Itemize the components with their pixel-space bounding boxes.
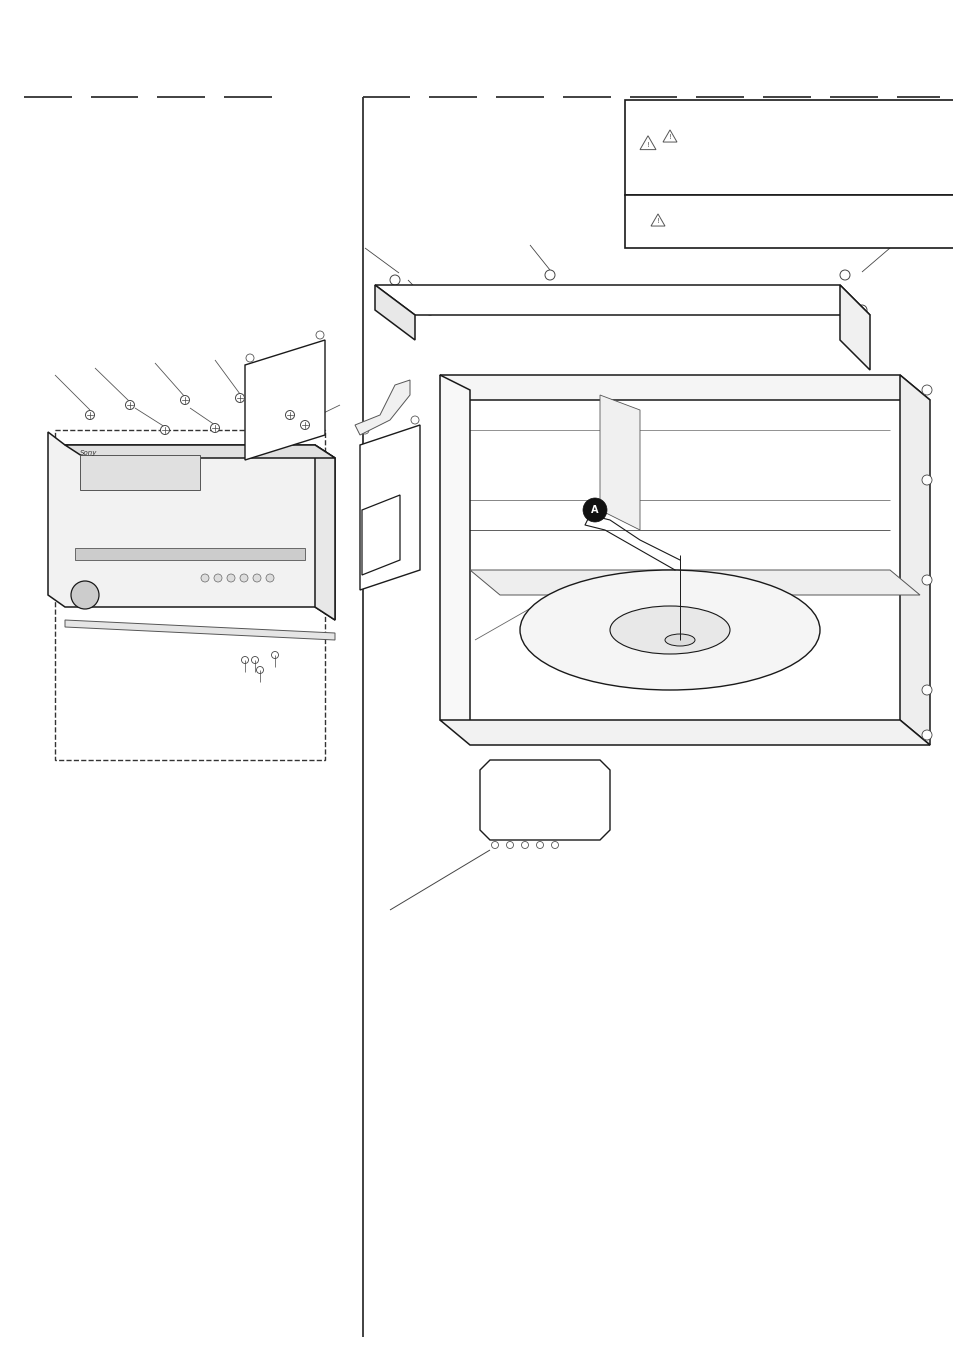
Circle shape: [241, 657, 248, 663]
Circle shape: [256, 666, 263, 674]
Circle shape: [921, 730, 931, 740]
Circle shape: [126, 400, 134, 409]
Circle shape: [536, 842, 543, 848]
Circle shape: [363, 566, 370, 574]
Circle shape: [506, 842, 513, 848]
Circle shape: [424, 305, 435, 315]
Ellipse shape: [519, 570, 820, 690]
Circle shape: [840, 270, 849, 280]
Polygon shape: [840, 285, 869, 370]
Circle shape: [491, 842, 498, 848]
Polygon shape: [479, 761, 609, 840]
Circle shape: [211, 423, 219, 432]
Bar: [624, 195, 953, 249]
Polygon shape: [355, 380, 410, 435]
Circle shape: [390, 276, 399, 285]
Polygon shape: [375, 285, 415, 340]
Circle shape: [921, 576, 931, 585]
Circle shape: [227, 574, 234, 582]
Circle shape: [315, 419, 324, 427]
Polygon shape: [65, 444, 335, 458]
Text: !: !: [656, 218, 659, 224]
Circle shape: [235, 393, 244, 403]
Circle shape: [285, 411, 294, 420]
Polygon shape: [470, 570, 919, 594]
Circle shape: [391, 497, 398, 504]
Circle shape: [582, 499, 606, 521]
Polygon shape: [662, 130, 677, 142]
Circle shape: [856, 305, 866, 315]
Polygon shape: [375, 285, 869, 315]
Bar: [624, 100, 953, 195]
Circle shape: [521, 842, 528, 848]
Bar: [75, 549, 305, 561]
Polygon shape: [599, 394, 639, 530]
Circle shape: [272, 651, 278, 658]
Circle shape: [266, 574, 274, 582]
Circle shape: [300, 420, 309, 430]
Circle shape: [921, 476, 931, 485]
Polygon shape: [245, 340, 325, 459]
Circle shape: [213, 574, 222, 582]
Polygon shape: [439, 720, 929, 744]
Ellipse shape: [609, 607, 729, 654]
Text: !: !: [646, 142, 649, 147]
Polygon shape: [439, 376, 470, 735]
Text: A: A: [591, 505, 598, 515]
Polygon shape: [48, 432, 335, 620]
Circle shape: [180, 396, 190, 404]
Circle shape: [921, 685, 931, 694]
Polygon shape: [639, 135, 656, 150]
Polygon shape: [899, 376, 929, 744]
Circle shape: [86, 411, 94, 420]
Polygon shape: [65, 620, 335, 640]
Polygon shape: [359, 426, 419, 590]
Circle shape: [201, 574, 209, 582]
Circle shape: [391, 551, 398, 558]
Circle shape: [360, 426, 369, 434]
Circle shape: [411, 554, 418, 562]
Circle shape: [360, 574, 369, 582]
Circle shape: [253, 574, 261, 582]
Circle shape: [246, 444, 253, 453]
Text: Sony: Sony: [80, 450, 97, 457]
Circle shape: [160, 426, 170, 435]
Circle shape: [315, 331, 324, 339]
Ellipse shape: [664, 634, 695, 646]
Polygon shape: [361, 494, 399, 576]
Circle shape: [363, 512, 370, 519]
Polygon shape: [439, 376, 929, 400]
Polygon shape: [314, 444, 335, 620]
Circle shape: [240, 574, 248, 582]
Bar: [80, 455, 200, 490]
Polygon shape: [650, 213, 664, 226]
Circle shape: [921, 385, 931, 394]
Circle shape: [411, 416, 418, 424]
Circle shape: [544, 270, 555, 280]
Text: !: !: [668, 134, 671, 141]
Circle shape: [246, 354, 253, 362]
Circle shape: [71, 581, 99, 609]
Circle shape: [252, 657, 258, 663]
Circle shape: [551, 842, 558, 848]
